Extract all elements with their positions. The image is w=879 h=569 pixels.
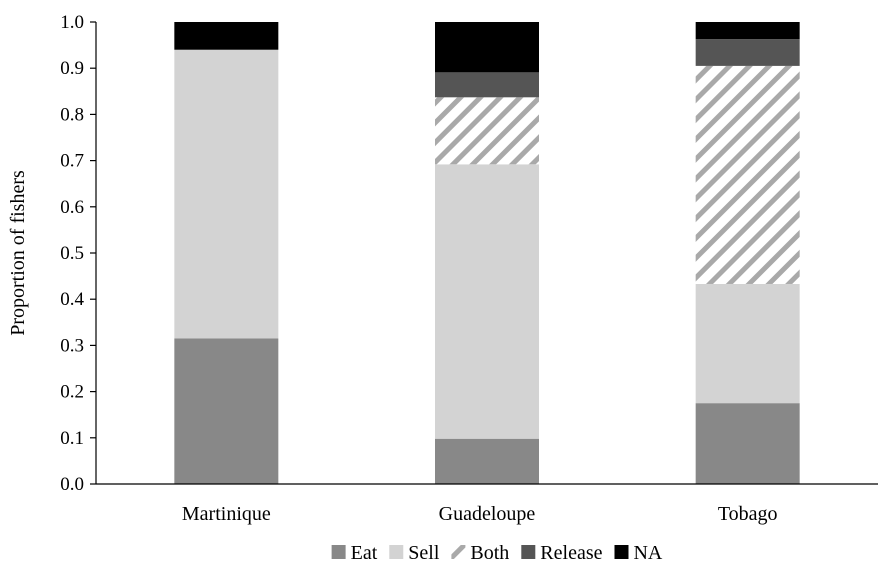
y-tick-label: 0.1 bbox=[60, 428, 84, 449]
bars bbox=[174, 22, 800, 484]
x-tick-label: Tobago bbox=[718, 503, 778, 525]
y-tick-label: 0.9 bbox=[60, 58, 84, 79]
y-tick-label: 0.7 bbox=[60, 151, 84, 172]
legend-swatch bbox=[451, 545, 466, 559]
bar-segment-sell-guadeloupe bbox=[435, 164, 539, 439]
legend-label: Both bbox=[470, 542, 509, 564]
legend-swatch bbox=[389, 545, 404, 559]
bar-segment-eat-martinique bbox=[174, 338, 279, 484]
y-tick-label: 1.0 bbox=[60, 12, 84, 33]
y-tick-label: 0.5 bbox=[60, 243, 84, 264]
y-tick-label: 0.2 bbox=[60, 382, 84, 403]
y-tick-label: 0.3 bbox=[60, 335, 84, 356]
legend-label: Eat bbox=[351, 542, 378, 564]
legend-item-na: NA bbox=[614, 542, 663, 564]
legend-swatch bbox=[521, 545, 536, 559]
y-tick-label: 0.6 bbox=[60, 197, 84, 218]
legend-item-eat: Eat bbox=[331, 542, 378, 564]
legend-item-sell: Sell bbox=[389, 542, 440, 564]
bar-segment-both-guadeloupe bbox=[435, 97, 539, 165]
bar-segment-eat-guadeloupe bbox=[435, 438, 539, 484]
legend-swatch bbox=[331, 545, 346, 559]
bar-segment-na-martinique bbox=[174, 22, 279, 50]
bar-segment-release-tobago bbox=[695, 39, 800, 66]
y-tick-label: 0.8 bbox=[60, 104, 84, 125]
x-tick-label: Martinique bbox=[182, 503, 271, 525]
x-axis: Martinique Guadeloupe Tobago bbox=[96, 483, 878, 525]
bar-segment-na-guadeloupe bbox=[435, 22, 539, 73]
y-tick-label: 0.4 bbox=[60, 289, 84, 310]
x-tick-label: Guadeloupe bbox=[439, 503, 536, 525]
legend-item-both: Both bbox=[451, 542, 509, 564]
bar-segment-release-guadeloupe bbox=[435, 72, 539, 98]
bar-segment-na-tobago bbox=[695, 22, 800, 40]
bar-segment-sell-martinique bbox=[174, 49, 279, 339]
legend-label: Sell bbox=[408, 542, 440, 564]
legend-swatch bbox=[614, 545, 629, 559]
legend: Eat Sell Both Release NA bbox=[331, 542, 663, 564]
bar-segment-sell-tobago bbox=[695, 283, 800, 404]
bar-segment-both-tobago bbox=[695, 65, 800, 284]
legend-item-release: Release bbox=[521, 542, 603, 564]
legend-label: Release bbox=[540, 542, 602, 564]
y-tick-label: 0.0 bbox=[60, 474, 84, 495]
y-axis: 0.0 0.1 0.2 0.3 0.4 0.5 0.6 0.7 0.8 0.9 1.0 bbox=[60, 12, 97, 495]
bar-segment-eat-tobago bbox=[695, 403, 800, 484]
legend-label: NA bbox=[633, 542, 662, 564]
y-axis-label: Proportion of fishers bbox=[7, 170, 29, 336]
